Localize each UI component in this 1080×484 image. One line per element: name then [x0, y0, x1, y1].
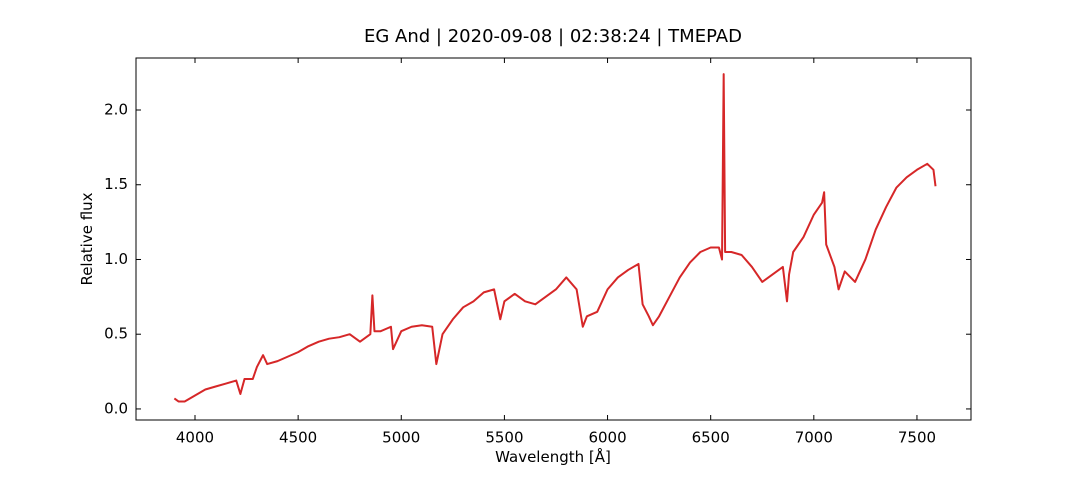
x-tick-label: 4500 — [279, 429, 317, 447]
x-tick-label: 7000 — [795, 429, 833, 447]
y-tick-label: 0.5 — [104, 325, 128, 343]
x-tick-label: 6000 — [588, 429, 626, 447]
plot-frame — [135, 57, 972, 421]
y-axis-label: Relative flux — [78, 192, 96, 285]
x-tick-label: 6500 — [692, 429, 730, 447]
x-axis-label: Wavelength [Å] — [495, 447, 611, 466]
x-tick-label: 4000 — [176, 429, 214, 447]
y-tick-label: 1.0 — [104, 250, 128, 268]
x-tick-label: 7500 — [898, 429, 936, 447]
chart-title: EG And | 2020-09-08 | 02:38:24 | TMEPAD — [364, 26, 742, 47]
x-tick-label: 5000 — [382, 429, 420, 447]
y-tick-label: 0.0 — [104, 399, 128, 417]
y-tick-label: 1.5 — [104, 175, 128, 193]
x-tick-label: 5500 — [485, 429, 523, 447]
y-tick-label: 2.0 — [104, 101, 128, 119]
spectrum-line — [173, 73, 937, 403]
